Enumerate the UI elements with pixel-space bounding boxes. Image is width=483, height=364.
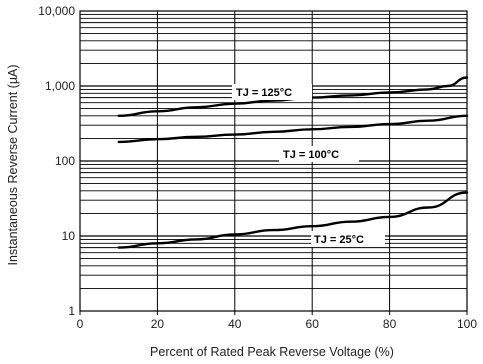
y-tick-label: 1 [68,304,75,318]
plot-frame [79,10,468,312]
y-tick-label: 100 [55,154,75,168]
series-label-tj-100: TJ = 100°C [283,149,339,161]
y-tick-label: 10,000 [38,4,75,18]
series-label-tj-25: TJ = 25°C [314,234,364,246]
series-line-0 [117,76,469,117]
label-tj-100: TJ = 100°C [279,146,359,162]
label-tj-125: TJ = 125°C [232,84,312,100]
series-line-2 [117,191,469,249]
x-tick-label: 0 [77,317,84,331]
y-tick-label: 1,000 [45,79,75,93]
curves [117,76,469,249]
curve-labels: TJ = 125°C TJ = 100°C TJ = 25°C [232,84,385,247]
x-tick-labels: 0 20 40 60 80 100 [77,311,477,331]
y-axis-title: Instantaneous Reverse Current (µA) [6,64,20,265]
x-tick-label: 40 [228,317,242,331]
series-line-1 [117,114,469,144]
x-tick-label: 100 [457,317,477,331]
y-tick-labels: 1 10 100 1,000 10,000 [38,4,75,318]
grid [80,11,467,311]
series-label-tj-125: TJ = 125°C [236,87,292,99]
label-tj-25: TJ = 25°C [311,231,385,247]
x-tick-label: 20 [151,317,165,331]
x-axis-title: Percent of Rated Peak Reverse Voltage (%… [150,345,394,359]
y-tick-label: 10 [62,229,76,243]
x-tick-label: 60 [306,317,320,331]
x-tick-label: 80 [383,317,397,331]
